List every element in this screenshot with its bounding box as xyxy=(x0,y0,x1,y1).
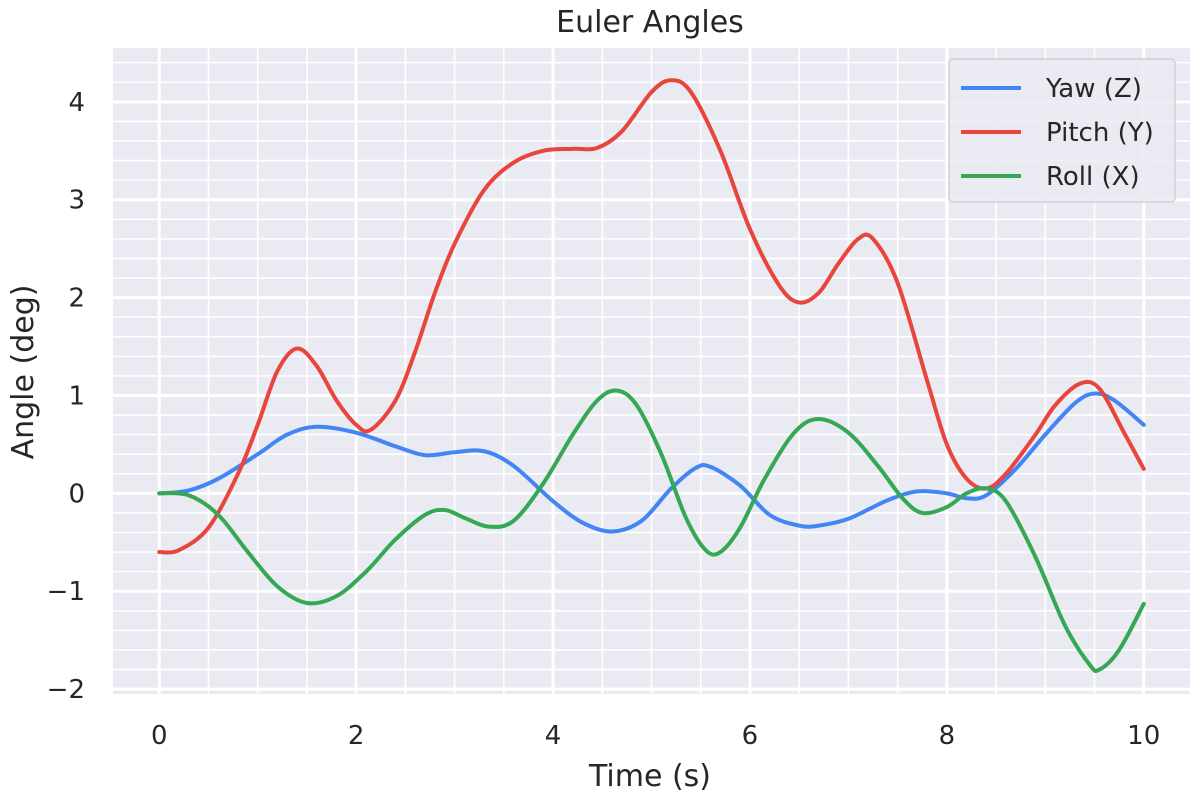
legend: Yaw (Z) Pitch (Y) Roll (X) xyxy=(948,58,1176,203)
legend-label-roll-x: Roll (X) xyxy=(1046,162,1140,192)
y-tick-label: 1 xyxy=(68,381,85,411)
legend-box xyxy=(948,58,1176,203)
y-tick-label: 4 xyxy=(68,88,85,118)
x-tick-label: 4 xyxy=(545,721,562,751)
x-axis-label: Time (s) xyxy=(588,759,711,794)
legend-label-pitch-y: Pitch (Y) xyxy=(1046,118,1154,148)
x-tick-labels: 0 2 4 6 8 10 xyxy=(151,721,1160,751)
series-layer xyxy=(157,78,1146,673)
y-tick-label: −1 xyxy=(47,577,85,607)
y-tick-labels: −2 −1 0 1 2 3 4 xyxy=(47,88,85,705)
x-tick-label: 6 xyxy=(742,721,759,751)
x-tick-label: 2 xyxy=(348,721,365,751)
legend-label-yaw-z: Yaw (Z) xyxy=(1045,74,1142,104)
y-tick-label: −2 xyxy=(47,675,85,705)
y-tick-label: 2 xyxy=(68,284,85,314)
y-tick-label: 0 xyxy=(68,479,85,509)
x-tick-label: 10 xyxy=(1127,721,1160,751)
y-tick-label: 3 xyxy=(68,186,85,216)
series-line-roll-x xyxy=(157,388,1146,673)
y-axis-label: Angle (deg) xyxy=(6,285,41,460)
x-tick-label: 0 xyxy=(151,721,168,751)
chart-title: Euler Angles xyxy=(556,5,744,40)
x-tick-label: 8 xyxy=(939,721,956,751)
